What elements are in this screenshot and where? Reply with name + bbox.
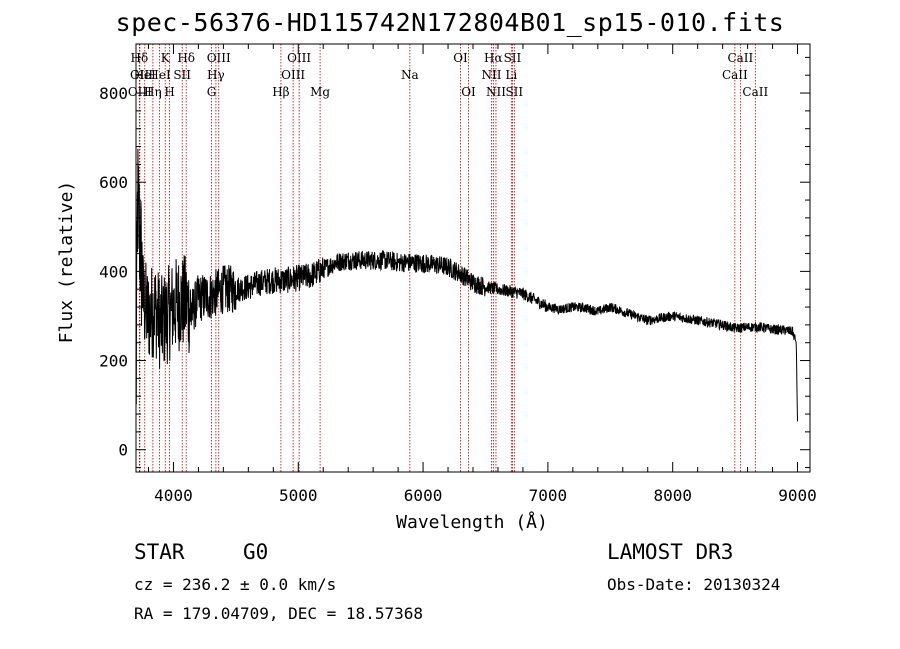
survey-name: LAMOST DR3 bbox=[607, 540, 734, 564]
emission-line-label: CaII bbox=[722, 68, 748, 82]
y-tick-label: 0 bbox=[118, 441, 128, 460]
x-tick-label: 9000 bbox=[778, 486, 817, 505]
emission-line-label: SII bbox=[504, 51, 522, 65]
y-axis-label: Flux (relative) bbox=[56, 181, 77, 344]
emission-line-label: Hγ bbox=[207, 68, 225, 82]
emission-line-label: OI bbox=[453, 51, 468, 65]
y-tick-label: 200 bbox=[99, 352, 128, 371]
y-tick-label: 600 bbox=[99, 173, 128, 192]
emission-line-label: CaII bbox=[742, 85, 768, 99]
chart-title: spec-56376-HD115742N172804B01_sp15-010.f… bbox=[115, 8, 785, 37]
emission-line-label: OIII bbox=[281, 68, 305, 82]
ra-dec-text: RA = 179.04709, DEC = 18.57368 bbox=[134, 604, 423, 623]
x-axis-label: Wavelength (Å) bbox=[396, 511, 548, 533]
emission-line-label: NII bbox=[481, 68, 501, 82]
object-subclass: G0 bbox=[243, 540, 269, 564]
emission-line-label: OIII bbox=[128, 85, 152, 99]
emission-line-label: OIII bbox=[287, 51, 311, 65]
y-tick-label: 800 bbox=[99, 84, 128, 103]
emission-line-label: Hδ bbox=[131, 51, 149, 65]
emission-line-label: CaII bbox=[727, 51, 753, 65]
emission-line-label: Mg bbox=[310, 85, 330, 99]
emission-line-label: HeI bbox=[148, 68, 171, 82]
x-tick-label: 8000 bbox=[653, 486, 692, 505]
emission-line-label: K bbox=[161, 51, 171, 65]
emission-line-label: SII bbox=[505, 85, 523, 99]
emission-line-label: SII bbox=[173, 68, 191, 82]
emission-line-label: H bbox=[164, 85, 174, 99]
x-tick-label: 6000 bbox=[404, 486, 443, 505]
emission-line-label: NII bbox=[486, 85, 506, 99]
emission-line-label: G bbox=[207, 85, 217, 99]
x-axis-ticks: 4000 5000 6000 7000 8000 9000 bbox=[147, 44, 817, 505]
emission-line-label: Hη bbox=[144, 85, 162, 99]
emission-line-label: HeI bbox=[134, 68, 157, 82]
emission-line-label: Hα bbox=[484, 51, 503, 65]
y-axis-ticks: 0 200 400 600 800 bbox=[99, 56, 810, 469]
y-tick-label: 400 bbox=[99, 262, 128, 281]
object-class: STAR bbox=[134, 540, 185, 564]
obs-date: Obs-Date: 20130324 bbox=[607, 575, 781, 594]
emission-line-label: Li bbox=[505, 68, 517, 82]
emission-line-label: Hδ bbox=[177, 51, 195, 65]
x-tick-label: 7000 bbox=[529, 486, 568, 505]
emission-line-markers bbox=[138, 44, 756, 472]
emission-line-label: Hβ bbox=[272, 85, 289, 99]
x-tick-label: 4000 bbox=[154, 486, 193, 505]
emission-line-label: OI bbox=[461, 85, 476, 99]
plot-frame bbox=[135, 43, 811, 473]
emission-line-label: OIII bbox=[207, 51, 231, 65]
redshift-text: cz = 236.2 ± 0.0 km/s bbox=[134, 575, 337, 594]
x-tick-label: 5000 bbox=[279, 486, 318, 505]
spectrum-line bbox=[135, 148, 798, 422]
emission-line-label: Na bbox=[401, 68, 419, 82]
